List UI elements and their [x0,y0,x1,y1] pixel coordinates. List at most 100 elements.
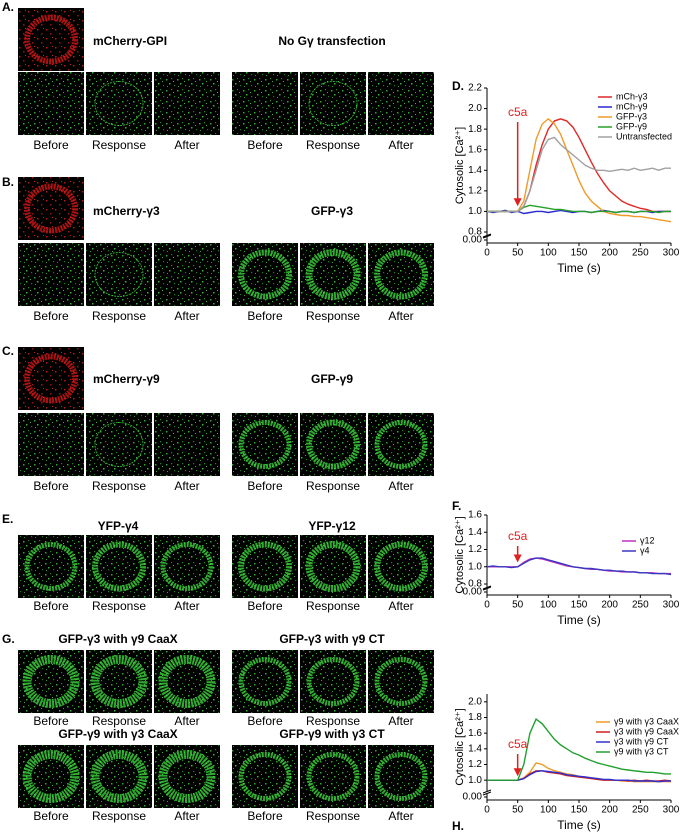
caption: After [388,479,413,493]
caption: Response [306,714,360,728]
cell-outline [238,249,292,300]
caption: After [388,309,413,323]
panel-title: GFP-γ3 with γ9 CaaX [58,632,177,646]
caption: Response [92,138,146,152]
y-tick-label: 2.2 [468,83,482,94]
legend-label: GFP-γ3 [616,111,647,121]
panel-label: F. [452,499,461,513]
cell-outline [24,183,78,234]
annotation-arrowhead [513,768,522,777]
panel-title: mCherry-GPI [93,34,167,48]
x-tick-label: 250 [632,600,649,611]
cell-outline [90,750,148,803]
legend-label: mCh-γ3 [616,91,648,101]
data-line [486,557,672,576]
caption: After [388,599,413,613]
caption: After [174,479,199,493]
panel-title: GFP-γ9 with γ3 CaaX [58,727,177,741]
x-tick-label: 300 [663,248,680,259]
legend-label: γ9 with γ3 CaaX [614,716,679,726]
caption: Before [247,309,283,323]
caption: After [388,138,413,152]
micrograph-noise [86,243,152,306]
x-tick-label: 100 [540,805,557,816]
cell-outline [22,750,80,803]
cell-outline [238,420,292,469]
data-line [487,557,671,575]
caption: After [174,809,199,823]
x-axis-label: Time (s) [557,613,601,627]
panel-label: A. [2,0,14,14]
y-tick-label: 1.0 [468,206,482,217]
y-tick-label: 2.0 [468,103,482,114]
cell-outline [305,541,361,592]
panel-title: GFP-γ9 with γ3 CT [279,727,385,741]
caption: Before [247,599,283,613]
caption: Before [33,479,69,493]
panel-title: GFP-γ9 [311,372,353,386]
cell-outline [305,249,361,300]
y-tick-label: 1.6 [468,144,482,155]
panel-title: GFP-γ3 with γ9 CT [279,632,385,646]
data-line [487,717,671,781]
panel-label: C. [2,344,14,358]
panel-title: mCherry-γ3 [93,204,160,218]
cell-outline [90,655,148,708]
panel-label: E. [2,512,13,526]
y-tick-label: 1.8 [468,712,482,723]
caption: Response [92,809,146,823]
legend-label: γ3 with γ9 CaaX [614,726,679,736]
y-tick-label: 1.4 [468,743,482,754]
cell-outline [374,249,428,300]
cell-outline [158,750,216,803]
cell-outline [308,81,358,126]
x-tick-label: 300 [663,805,680,816]
cell-outline [306,657,360,706]
cell-outline [374,752,428,801]
legend-label: γ9 with γ3 CT [614,746,669,756]
y-tick-label: 1.4 [468,165,482,176]
x-tick-label: 0 [484,600,490,611]
panel-title: YFP-γ12 [308,519,356,533]
caption: Before [33,809,69,823]
x-axis-label: Time (s) [557,261,601,275]
y-tick-label: 1.6 [468,510,482,521]
caption: Response [92,309,146,323]
y-tick-label: 1.2 [468,759,482,770]
caption: Response [306,138,360,152]
x-tick-label: 50 [512,248,524,259]
y-tick-label: 0.8 [468,227,482,238]
annotation: c5a [508,529,528,543]
y-tick-label: 2.0 [468,696,482,707]
x-tick-label: 300 [663,600,680,611]
y-tick-label: 1.4 [468,527,482,538]
cell-outline [24,14,78,65]
x-tick-label: 150 [571,805,588,816]
x-tick-label: 0 [484,805,490,816]
cell-outline [374,541,428,592]
x-tick-label: 200 [601,600,618,611]
micrograph-noise [86,72,152,135]
caption: Before [33,599,69,613]
y-tick-label: 1.0 [468,561,482,572]
panel-label: H. [452,819,464,833]
axis-break [482,789,492,794]
x-axis-label: Time (s) [557,818,601,832]
axis-break [482,791,492,796]
caption: Response [92,714,146,728]
caption: After [174,309,199,323]
cell-outline [306,419,360,470]
caption: Response [306,599,360,613]
caption: Response [306,479,360,493]
cell-outline [24,353,78,404]
y-tick-label: 0.00 [463,235,483,246]
legend-label: γ3 with γ9 CT [614,736,669,746]
cell-outline [22,655,80,708]
caption: Before [33,309,69,323]
data-line [487,136,671,213]
x-tick-label: 50 [512,600,524,611]
legend-label: γ12 [640,535,655,545]
micrograph-noise [18,72,84,135]
